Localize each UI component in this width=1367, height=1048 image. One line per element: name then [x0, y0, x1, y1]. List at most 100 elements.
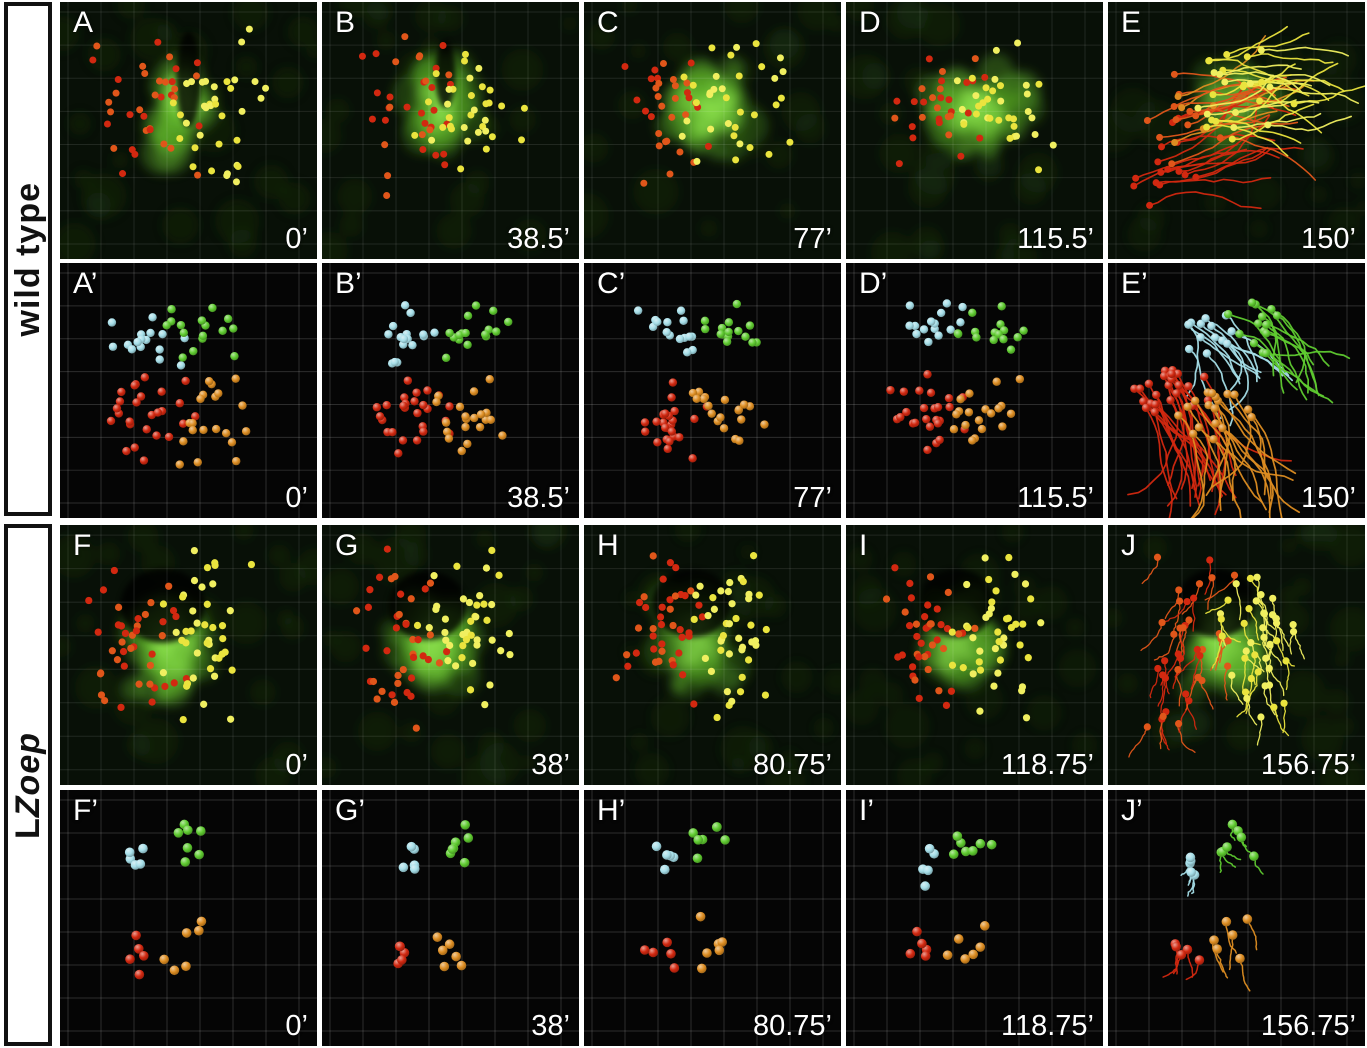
cell-dot — [667, 427, 677, 436]
cell-dot — [632, 649, 640, 657]
cell-dot — [241, 427, 251, 436]
cell-dot — [189, 346, 198, 356]
panel-letter-label: I’ — [859, 794, 874, 827]
cell-dot — [219, 634, 227, 643]
cell-dot — [924, 665, 932, 674]
cell-dot — [444, 939, 455, 950]
cell-dot — [1266, 640, 1274, 649]
cell-dot — [481, 700, 489, 709]
panel-h: H 80.75’ — [584, 525, 841, 785]
cell-dot-cluster — [173, 819, 206, 867]
cell-dot — [992, 46, 1000, 54]
cell-dot — [445, 114, 453, 122]
cell-dot — [685, 332, 694, 341]
cell-dot — [1207, 321, 1216, 331]
cell-dot — [1027, 595, 1035, 603]
cell-dot — [209, 580, 217, 588]
cell-dot — [488, 600, 496, 609]
cell-dot — [668, 113, 676, 121]
cell-dot — [430, 572, 438, 580]
cell-dot — [933, 419, 943, 428]
cell-dot — [725, 650, 733, 658]
cell-dot — [1170, 630, 1178, 638]
cell-dot — [735, 72, 743, 80]
cell-dot — [221, 429, 231, 438]
cell-dot — [893, 97, 901, 105]
cell-dot — [181, 961, 191, 972]
cell-dot — [675, 334, 685, 344]
cell-dot — [692, 394, 701, 403]
cell-dot — [692, 99, 700, 107]
cell-dot — [695, 601, 703, 609]
cell-dot — [181, 928, 192, 938]
cell-dot — [659, 575, 667, 583]
cell-dot — [191, 144, 199, 152]
cell-dot — [233, 136, 241, 144]
cell-dot — [948, 849, 959, 860]
cell-dot — [110, 144, 118, 152]
cell-dot — [999, 335, 1008, 344]
cell-dot — [981, 554, 989, 562]
cell-dot — [1222, 842, 1232, 852]
cell-dot — [976, 134, 984, 142]
cell-dot — [915, 694, 923, 703]
cell-dot — [406, 841, 417, 852]
cell-dot — [400, 393, 409, 402]
cell-dot — [206, 665, 215, 673]
cell-dot — [97, 691, 106, 699]
cell-dot — [662, 937, 672, 948]
cell-dot — [172, 612, 180, 621]
cell-dot — [683, 89, 691, 97]
cell-dot — [208, 303, 217, 313]
cell-dot — [998, 422, 1007, 431]
cell-dot — [416, 52, 424, 60]
cell-dot — [421, 585, 429, 593]
cell-dot — [193, 458, 202, 467]
cell-dot — [762, 625, 770, 634]
cell-dot — [130, 381, 139, 390]
cell-dot — [1221, 78, 1229, 86]
cell-dot — [212, 100, 220, 108]
cell-dot — [1143, 723, 1151, 731]
cell-dot-cluster — [1170, 939, 1205, 965]
cell-dot — [223, 314, 233, 324]
cell-dot — [1174, 411, 1183, 420]
cell-dot — [724, 318, 734, 327]
panel-letter-label: C — [597, 6, 619, 39]
cell-dot — [968, 949, 979, 960]
cell-dot — [1146, 201, 1154, 209]
timestamp-label: 80.75’ — [752, 749, 832, 782]
timestamp-label: 38’ — [531, 1010, 570, 1043]
cell-dot — [732, 156, 740, 164]
panel-j-prime: J’ 156.75’ — [1108, 790, 1365, 1046]
cell-dot — [173, 827, 184, 838]
cell-dot — [1143, 117, 1151, 125]
cell-dot — [118, 638, 126, 646]
cell-dot-cluster — [882, 564, 979, 710]
cell-dot — [923, 445, 932, 455]
cell-dot — [257, 94, 265, 102]
cell-dot — [142, 425, 151, 434]
cell-dot — [672, 563, 680, 572]
cell-dot — [693, 157, 701, 165]
cell-dot — [172, 65, 180, 73]
cell-dot — [492, 327, 501, 336]
timestamp-label: 0’ — [285, 749, 308, 782]
cell-dot — [234, 162, 242, 171]
cell-dot — [1282, 657, 1290, 665]
cell-dot — [720, 395, 730, 405]
cell-dot — [193, 619, 201, 627]
cell-dot — [1223, 309, 1233, 319]
cell-dot — [486, 86, 494, 94]
cell-dot — [141, 610, 149, 619]
cell-dot — [1230, 123, 1238, 131]
cell-dot — [218, 326, 227, 336]
cell-dot — [909, 134, 917, 142]
panel-letter-label: C’ — [597, 267, 626, 300]
cell-dot — [209, 623, 217, 632]
cell-dot — [170, 679, 178, 687]
cell-dot-cluster — [651, 841, 679, 875]
cell-dot — [676, 626, 684, 634]
cell-dot — [707, 125, 715, 133]
cell-dot — [196, 916, 207, 927]
